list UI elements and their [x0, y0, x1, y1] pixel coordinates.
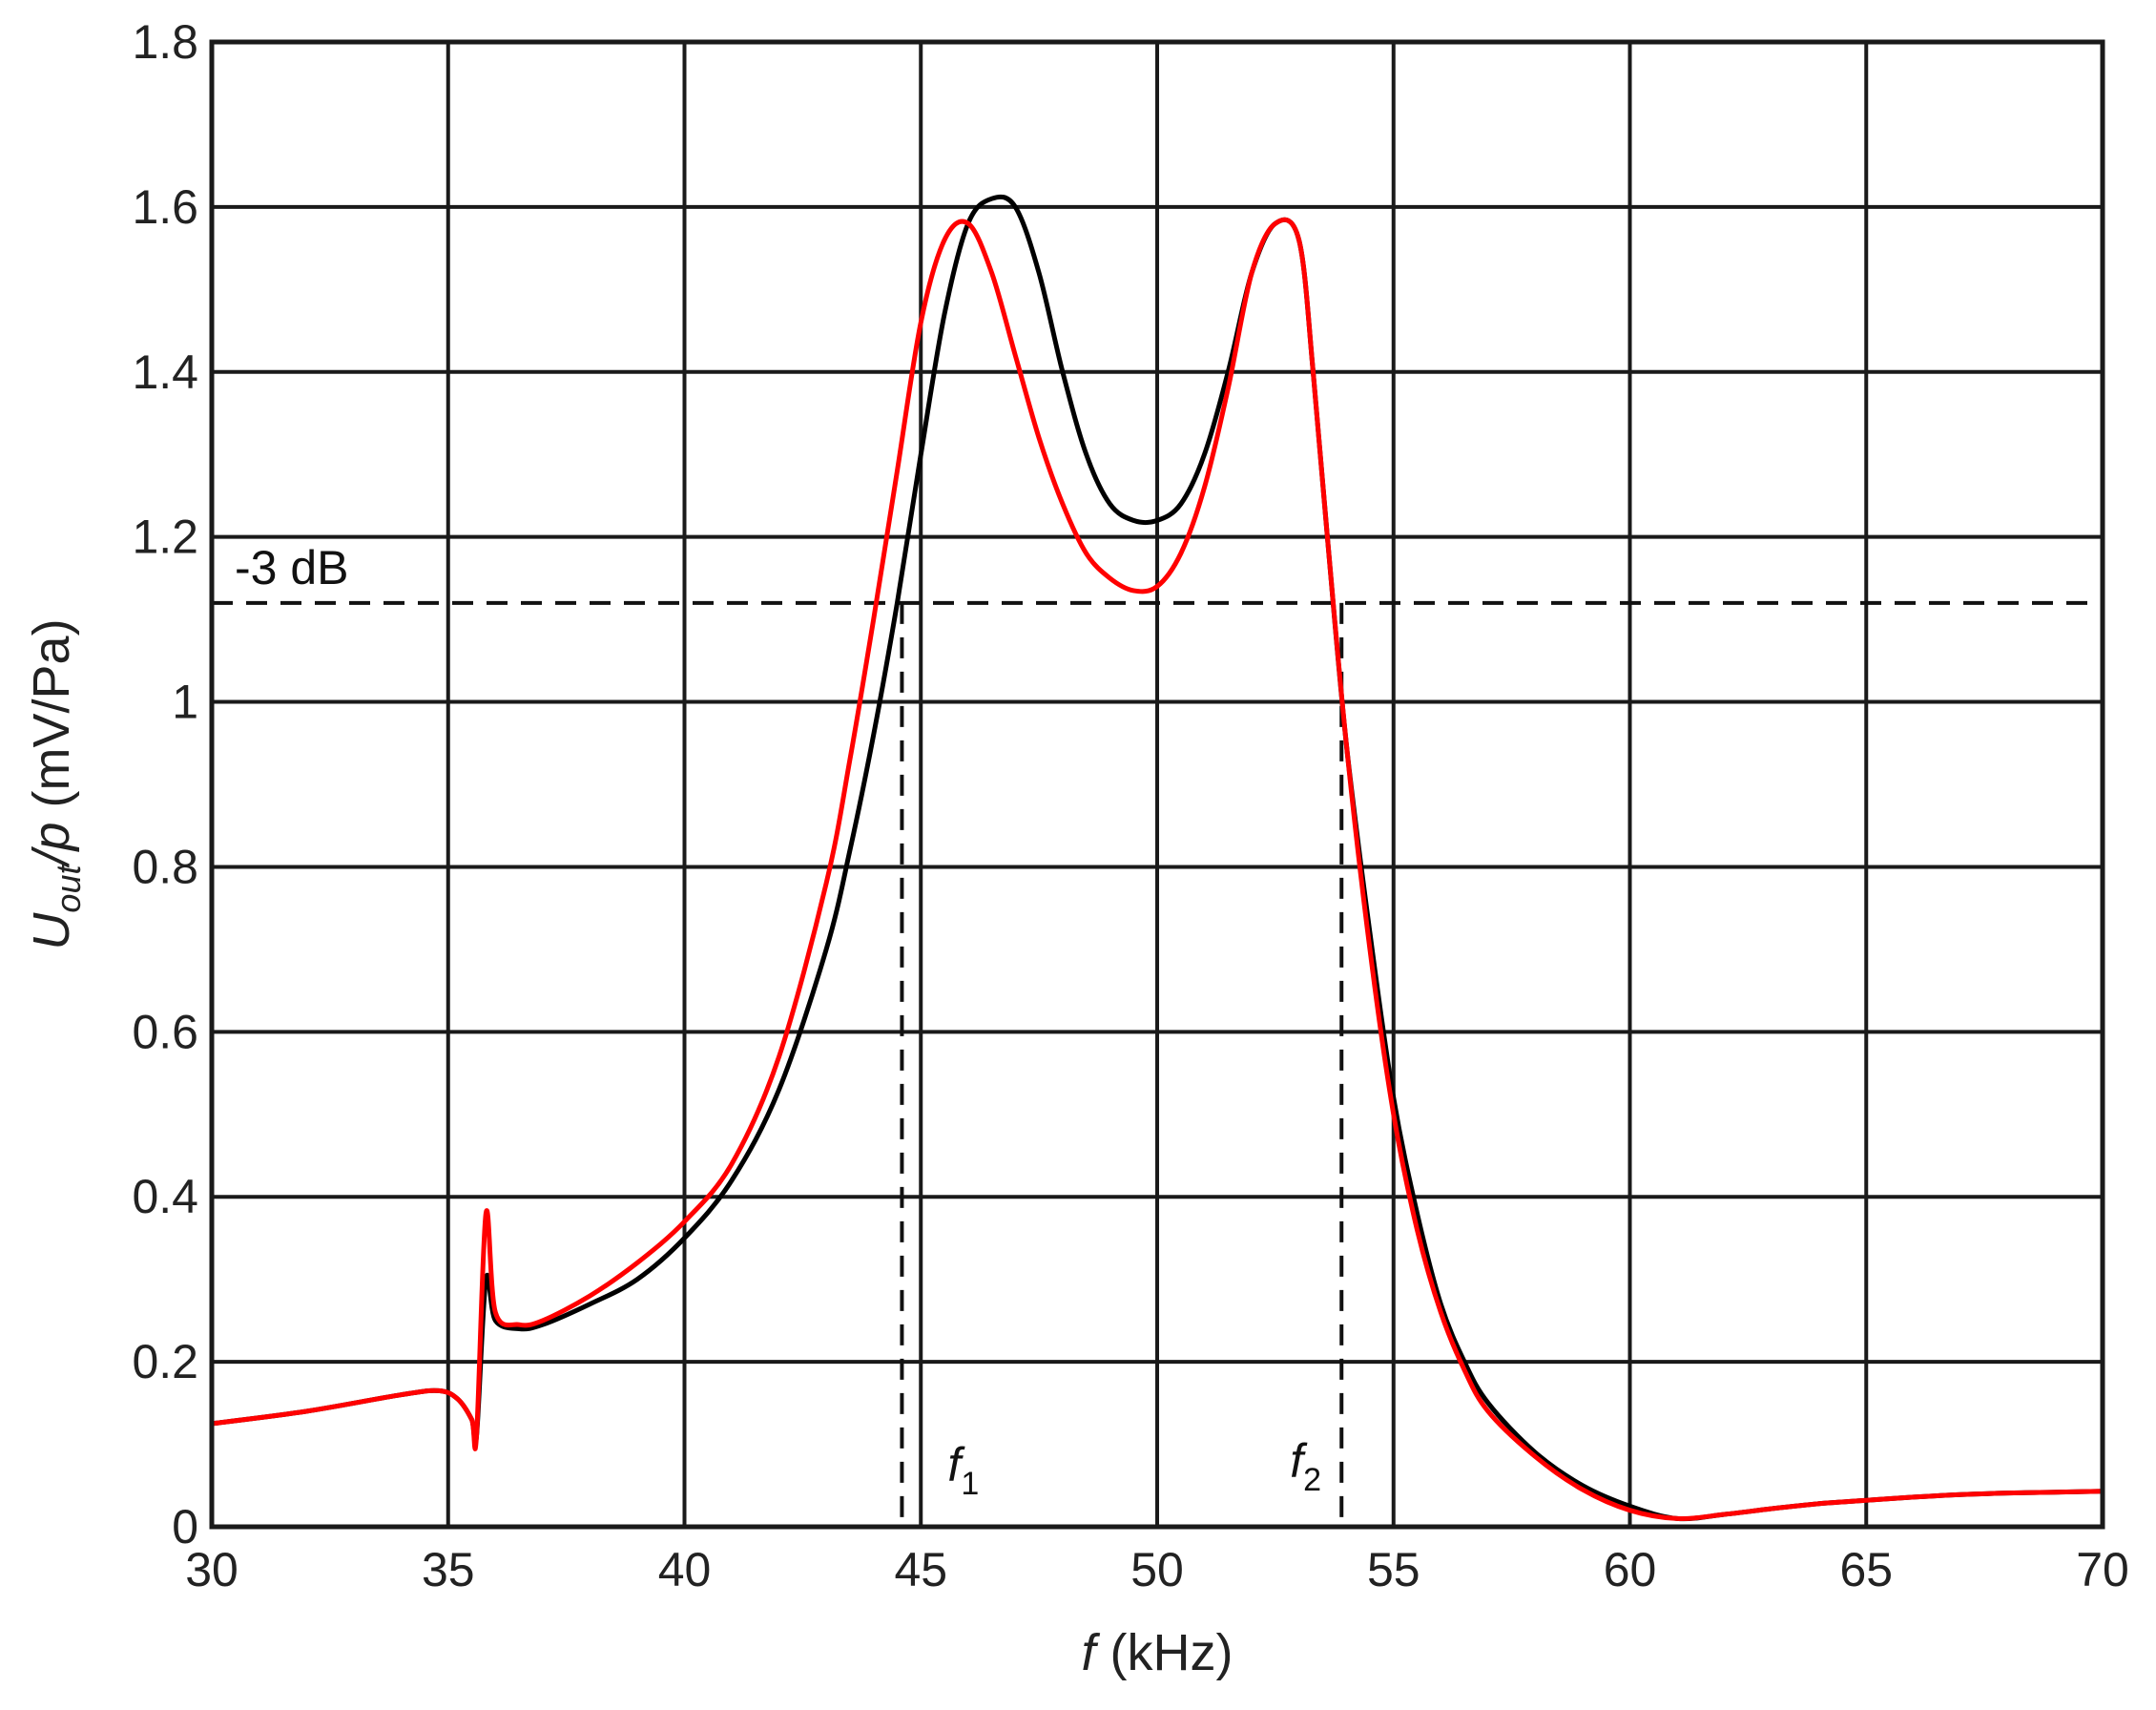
- y-tick-label: 0.2: [132, 1335, 198, 1388]
- x-tick-label: 35: [422, 1543, 475, 1596]
- y-tick-label: 0: [172, 1500, 198, 1554]
- f1-label: f1: [947, 1438, 979, 1502]
- y-tick-label: 1.2: [132, 511, 198, 564]
- series-line-0: [211, 194, 2104, 1522]
- x-axis-label: f (kHz): [1082, 1624, 1233, 1681]
- f1-label-sub: 1: [961, 1466, 979, 1502]
- y-axis-label-var: U: [23, 912, 80, 950]
- x-tick-label: 40: [658, 1543, 712, 1596]
- x-tick-label: 45: [894, 1543, 947, 1596]
- series-group: [211, 194, 2104, 1522]
- x-axis-label-var: f: [1082, 1624, 1101, 1681]
- tick-labels: 30 35 40 45 50 55 60 65 70 0 0.2 0.4 0.6 0.8 1 1.2 1.4 1.…: [132, 15, 2128, 1596]
- y-tick-label: 0.4: [132, 1170, 198, 1223]
- x-tick-label: 65: [1839, 1543, 1893, 1596]
- y-axis-label-tail: /p: [23, 822, 80, 868]
- y-tick-label: 1.6: [132, 180, 198, 234]
- x-axis-label-unit: (kHz): [1096, 1624, 1233, 1681]
- series-line-1: [211, 217, 2104, 1521]
- y-axis-label-unit: (mV/Pa): [23, 618, 80, 822]
- x-tick-label: 70: [2076, 1543, 2129, 1596]
- x-tick-label: 60: [1604, 1543, 1657, 1596]
- x-tick-label: 50: [1130, 1543, 1184, 1596]
- y-axis-label: Uout/p (mV/Pa): [23, 618, 88, 949]
- y-axis-label-sub: out: [49, 864, 88, 913]
- y-tick-label: 0.6: [132, 1005, 198, 1058]
- f2-label-sub: 2: [1303, 1462, 1321, 1498]
- x-tick-label: 30: [185, 1543, 238, 1596]
- plot-frame: [209, 39, 2105, 1530]
- y-tick-label: 1: [172, 676, 198, 729]
- y-tick-label: 1.8: [132, 15, 198, 69]
- reference-lines: [212, 600, 2103, 1527]
- x-tick-label: 55: [1367, 1543, 1420, 1596]
- y-tick-label: 1.4: [132, 345, 198, 399]
- y-tick-label: 0.8: [132, 840, 198, 893]
- threshold-label: -3 dB: [235, 541, 349, 594]
- grid: [210, 40, 2104, 1529]
- f2-label: f2: [1290, 1434, 1321, 1498]
